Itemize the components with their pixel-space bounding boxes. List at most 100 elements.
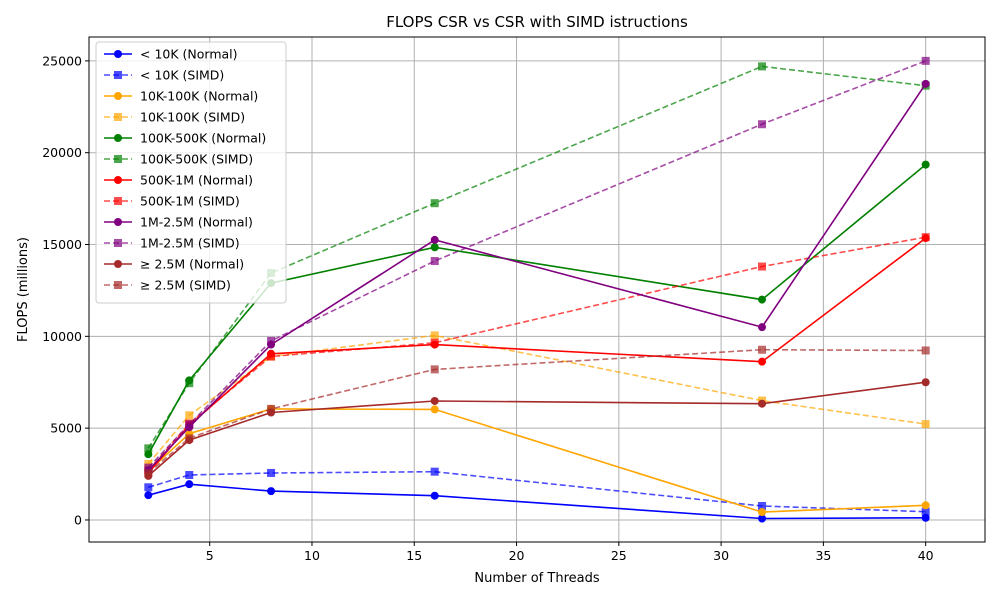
data-point	[430, 243, 439, 252]
legend-swatch-marker	[114, 239, 122, 247]
series-path	[147, 236, 926, 471]
data-point	[430, 257, 439, 266]
legend-swatch-marker	[114, 155, 122, 163]
series-line	[144, 56, 930, 472]
legend-label: 1M-2.5M (Normal)	[140, 215, 253, 230]
x-tick-label: 40	[918, 548, 934, 563]
data-point	[758, 399, 767, 408]
y-axis-label: FLOPS (millions)	[16, 237, 31, 342]
x-tick-label: 35	[815, 548, 831, 563]
grid	[89, 37, 985, 542]
data-point	[921, 513, 930, 522]
legend-label: ≥ 2.5M (Normal)	[140, 257, 244, 272]
data-point	[267, 487, 276, 496]
data-point	[185, 470, 194, 479]
data-point	[758, 62, 767, 71]
data-point	[267, 352, 276, 361]
data-point	[921, 501, 930, 510]
y-tick-label: 5000	[50, 421, 82, 436]
legend-swatch-marker	[114, 197, 122, 205]
data-point	[921, 160, 930, 169]
x-tick-label: 25	[611, 548, 627, 563]
data-point	[430, 491, 439, 500]
data-point	[921, 378, 930, 387]
data-point	[430, 396, 439, 405]
y-tick-label: 20000	[42, 145, 82, 160]
legend-swatch-marker	[114, 134, 122, 142]
data-point	[185, 379, 194, 388]
data-point	[430, 467, 439, 476]
series-path	[147, 381, 926, 477]
data-point	[758, 345, 767, 354]
x-tick-label: 30	[713, 548, 729, 563]
data-point	[144, 469, 153, 478]
data-point	[185, 411, 194, 420]
legend-label: 100K-500K (Normal)	[140, 131, 266, 146]
y-tick-label: 25000	[42, 53, 82, 68]
legend-swatch-marker	[114, 176, 122, 184]
data-point	[267, 468, 276, 477]
data-point	[144, 491, 153, 500]
series-path	[147, 334, 926, 465]
legend-swatch-marker	[114, 71, 122, 79]
data-point	[921, 420, 930, 429]
chart-title: FLOPS CSR vs CSR with SIMD istructions	[386, 13, 688, 31]
data-point	[921, 233, 930, 242]
legend-label: < 10K (SIMD)	[140, 68, 224, 83]
data-point	[430, 365, 439, 374]
series-path	[148, 483, 926, 520]
data-point	[758, 508, 767, 517]
series-line	[144, 404, 930, 517]
data-point	[921, 507, 930, 516]
series-group	[144, 56, 930, 523]
data-point	[144, 444, 153, 453]
legend-label: 500K-1M (Normal)	[140, 173, 253, 188]
data-point	[758, 514, 767, 523]
legend-label: 10K-100K (SIMD)	[140, 110, 245, 125]
data-point	[430, 199, 439, 208]
legend-swatch-marker	[114, 281, 122, 289]
x-tick-label: 20	[509, 548, 525, 563]
y-tick-label: 15000	[42, 237, 82, 252]
x-tick-label: 15	[406, 548, 422, 563]
series-line	[144, 480, 930, 523]
series-path	[147, 408, 926, 513]
data-point	[267, 404, 276, 413]
series-line	[144, 345, 930, 478]
data-point	[185, 480, 194, 489]
data-point	[921, 79, 930, 88]
series-path	[147, 65, 926, 449]
data-point	[758, 323, 767, 332]
data-point	[921, 346, 930, 355]
x-axis-label: Number of Threads	[474, 571, 599, 586]
data-point	[921, 56, 930, 65]
data-point	[185, 434, 194, 443]
series-path	[148, 470, 926, 513]
series-line	[144, 467, 930, 516]
data-point	[758, 295, 767, 304]
data-point	[430, 338, 439, 347]
series-path	[147, 83, 927, 471]
y-tick-label: 10000	[42, 329, 82, 344]
data-point	[430, 331, 439, 340]
legend-swatch-marker	[114, 50, 122, 58]
data-point	[758, 502, 767, 511]
legend-label: < 10K (Normal)	[140, 47, 238, 62]
x-tick-label: 5	[206, 548, 214, 563]
data-point	[430, 405, 439, 414]
legend-label: 1M-2.5M (SIMD)	[140, 236, 240, 251]
data-point	[758, 357, 767, 366]
axis-ticks: 5 10 15 20 25 30 35 40 0 5000 10000 15000 20000 25000	[42, 53, 933, 563]
data-point	[144, 463, 153, 472]
legend: < 10K (Normal) < 10K (SIMD) 10K-100K (Norm…	[95, 41, 287, 304]
legend-label: 100K-500K (SIMD)	[140, 152, 253, 167]
x-tick-label: 10	[304, 548, 320, 563]
data-point	[758, 120, 767, 129]
data-point	[267, 336, 276, 345]
data-point	[758, 262, 767, 271]
legend-swatch-marker	[114, 92, 122, 100]
data-point	[144, 483, 153, 492]
data-point	[185, 420, 194, 429]
legend-swatch-marker	[114, 260, 122, 268]
